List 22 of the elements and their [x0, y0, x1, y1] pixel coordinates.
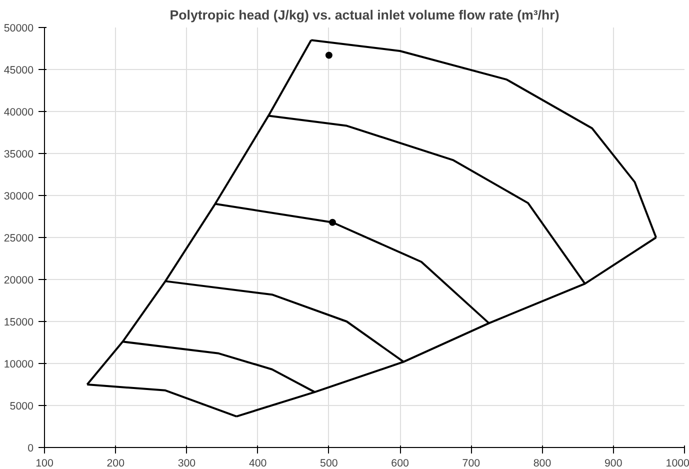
x-tick-label: 200 — [106, 458, 125, 469]
y-tick-label: 0 — [28, 442, 34, 454]
y-tick-label: 50000 — [4, 22, 34, 34]
y-tick-label: 35000 — [4, 148, 34, 160]
y-tick-label: 30000 — [4, 190, 34, 202]
x-tick-label: 500 — [320, 458, 338, 469]
y-tick-label: 5000 — [10, 400, 34, 412]
x-tick-label: 400 — [248, 458, 267, 469]
y-tick-label: 45000 — [4, 64, 34, 76]
y-tick-label: 25000 — [4, 232, 34, 244]
x-tick-label: 1000 — [666, 458, 689, 469]
x-tick-label: 600 — [391, 458, 410, 469]
chart-title: Polytropic head (J/kg) vs. actual inlet volume flow rate (m³/hr) — [170, 8, 560, 22]
x-tick-label: 900 — [604, 458, 622, 469]
x-tick-label: 100 — [36, 458, 54, 469]
x-tick-label: 300 — [178, 458, 196, 469]
y-tick-label: 10000 — [4, 358, 34, 370]
x-tick-label: 700 — [462, 458, 480, 469]
x-tick-label: 800 — [533, 458, 552, 469]
y-tick-label: 20000 — [4, 274, 34, 286]
y-tick-label: 40000 — [4, 106, 34, 118]
y-tick-label: 15000 — [4, 316, 34, 328]
